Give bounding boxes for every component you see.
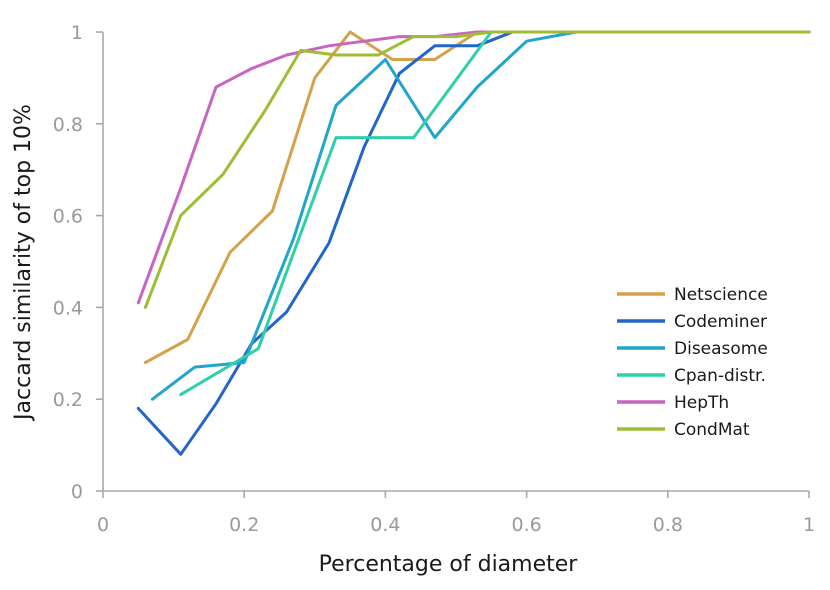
legend-label-condmat: CondMat (674, 420, 750, 440)
legend-label-codeminer: Codeminer (674, 312, 767, 332)
series-lines (136, 30, 811, 456)
series-line-hepth (136, 30, 811, 305)
series-line-diseasome (150, 30, 811, 401)
series-line-condmat (143, 30, 811, 309)
legend-label-diseasome: Diseasome (674, 339, 768, 359)
y-axis-title: Jaccard similarity of top 10% (11, 104, 36, 422)
y-axis-ticks: 0 0.2 0.4 0.6 0.8 1 (53, 22, 103, 503)
x-tick-label: 0.6 (511, 514, 541, 536)
x-axis-ticks: 0 0.2 0.4 0.6 0.8 1 (97, 491, 815, 536)
x-tick-label: 0 (97, 514, 109, 536)
legend: Netscience Codeminer Diseasome Cpan-distr. H… (617, 285, 768, 440)
y-tick-label: 0.8 (53, 114, 83, 136)
x-tick-label: 0.8 (653, 514, 683, 536)
y-tick-label: 1 (71, 22, 83, 44)
y-tick-label: 0.6 (53, 206, 83, 228)
x-tick-label: 0.2 (229, 514, 259, 536)
x-axis-title: Percentage of diameter (319, 552, 579, 577)
legend-label-netscience: Netscience (674, 285, 768, 305)
x-tick-label: 0.4 (370, 514, 400, 536)
y-tick-label: 0.4 (53, 297, 83, 319)
legend-label-cpan-distr: Cpan-distr. (674, 366, 766, 386)
y-tick-label: 0.2 (53, 389, 83, 411)
y-tick-label: 0 (71, 481, 83, 503)
x-tick-label: 1 (803, 514, 815, 536)
legend-label-hepth: HepTh (674, 393, 729, 413)
